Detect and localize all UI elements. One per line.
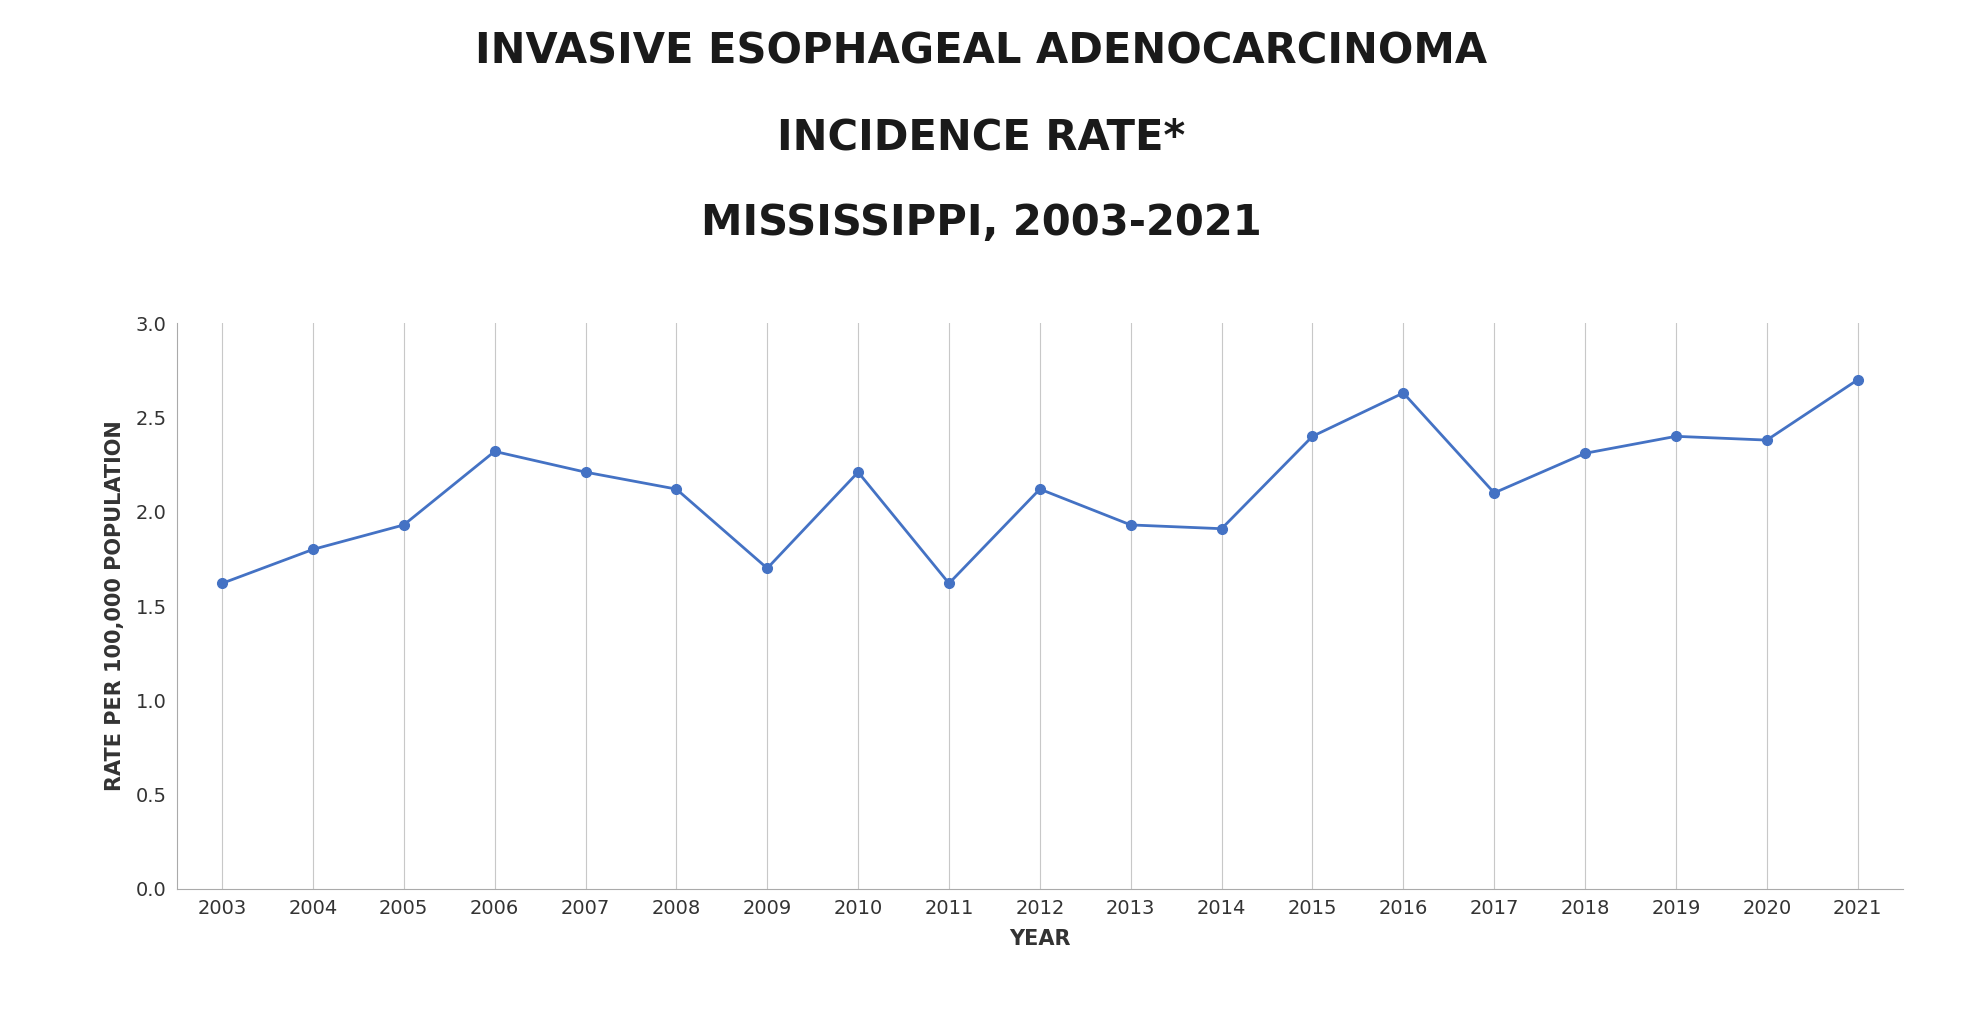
Text: INVASIVE ESOPHAGEAL ADENOCARCINOMA: INVASIVE ESOPHAGEAL ADENOCARCINOMA (475, 30, 1487, 73)
X-axis label: YEAR: YEAR (1008, 928, 1071, 948)
Y-axis label: RATE PER 100,000 POPULATION: RATE PER 100,000 POPULATION (104, 420, 126, 792)
Text: MISSISSIPPI, 2003-2021: MISSISSIPPI, 2003-2021 (700, 202, 1262, 244)
Text: INCIDENCE RATE*: INCIDENCE RATE* (777, 116, 1185, 159)
